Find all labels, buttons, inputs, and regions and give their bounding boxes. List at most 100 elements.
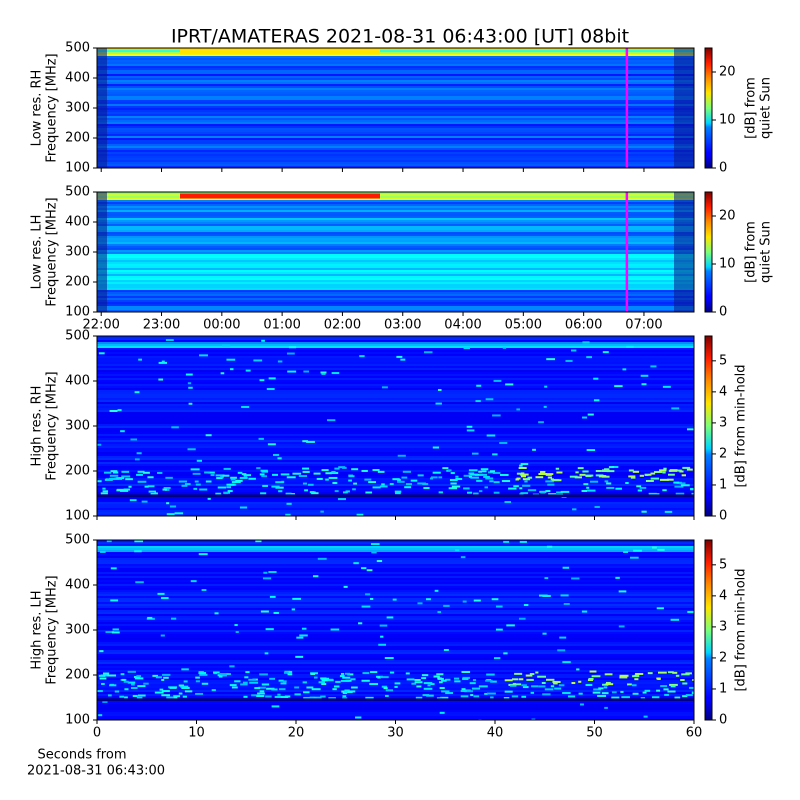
- speck: [132, 694, 138, 697]
- speck: [531, 685, 539, 688]
- speck: [199, 354, 208, 357]
- speck: [426, 694, 434, 697]
- heatmap-row: [97, 468, 694, 470]
- heatmap-row: [97, 286, 694, 288]
- speck: [344, 689, 350, 692]
- speck: [463, 347, 470, 350]
- heatmap-row: [97, 276, 694, 278]
- speck: [421, 677, 427, 680]
- heatmap-row: [97, 258, 694, 260]
- speck: [97, 480, 102, 483]
- speck: [651, 546, 657, 549]
- speck: [487, 471, 496, 474]
- heatmap-row: [97, 550, 694, 552]
- speck: [544, 473, 554, 476]
- speck: [135, 581, 144, 584]
- heatmap-row: [97, 588, 694, 590]
- speck: [183, 680, 188, 683]
- speck: [397, 480, 405, 483]
- speck: [313, 472, 321, 475]
- speck: [345, 490, 350, 493]
- speck: [441, 679, 447, 682]
- speck: [605, 683, 614, 686]
- x-tick-label: 0: [93, 726, 101, 741]
- colorbar-tick-label: 10: [719, 257, 736, 272]
- colorbar: [704, 191, 713, 313]
- heatmap-row: [97, 88, 694, 90]
- speck: [515, 683, 522, 686]
- speck: [130, 438, 138, 441]
- speck: [98, 352, 105, 355]
- heatmap-row: [97, 300, 694, 302]
- speck: [450, 472, 455, 475]
- heatmap-row: [97, 302, 694, 304]
- speck: [239, 476, 248, 479]
- speck: [478, 470, 483, 473]
- speck: [313, 575, 319, 578]
- speck: [529, 673, 535, 676]
- colorbar-tick-label: 0: [719, 713, 727, 728]
- speck: [220, 372, 225, 375]
- heatmap-row: [97, 510, 694, 512]
- heatmap-row: [97, 470, 694, 472]
- speck: [265, 628, 274, 631]
- heatmap-row: [97, 546, 694, 548]
- speck: [550, 685, 555, 688]
- speck: [205, 480, 212, 483]
- heatmap-row: [97, 272, 694, 274]
- speck: [578, 680, 582, 683]
- heatmap-row: [97, 72, 694, 74]
- heatmap-row: [97, 238, 694, 240]
- speck: [241, 473, 247, 476]
- speck: [416, 685, 422, 688]
- speck: [630, 476, 636, 479]
- speck: [303, 691, 310, 694]
- y-tick-label: 300: [65, 101, 90, 116]
- speck: [437, 388, 442, 391]
- speck: [546, 545, 553, 548]
- speck: [574, 476, 582, 479]
- speck: [599, 475, 607, 478]
- heatmap-row: [97, 266, 694, 268]
- heatmap-row: [97, 254, 694, 256]
- speck: [269, 677, 276, 680]
- heatmap-row: [97, 256, 694, 258]
- speck: [112, 471, 119, 474]
- speck: [190, 468, 200, 471]
- speck: [165, 488, 170, 491]
- speck: [679, 482, 686, 485]
- heatmap-row: [97, 376, 694, 378]
- speck: [165, 339, 174, 342]
- speck: [692, 679, 694, 682]
- speck: [576, 668, 580, 671]
- heatmap-row: [97, 640, 694, 642]
- speck: [302, 482, 307, 485]
- heatmap-row: [97, 398, 694, 400]
- speck: [621, 696, 630, 699]
- heatmap-row: [97, 142, 694, 144]
- speck: [321, 372, 326, 375]
- heatmap-row: [97, 436, 694, 438]
- speck: [127, 670, 136, 673]
- y-tick-label: 300: [65, 245, 90, 260]
- speck: [682, 466, 691, 469]
- speck: [311, 688, 321, 691]
- speck: [187, 382, 192, 385]
- y-axis-label: Low res. LH: [30, 215, 45, 290]
- speck: [321, 679, 328, 682]
- speck: [673, 481, 680, 484]
- heatmap-row: [97, 342, 694, 344]
- speck: [301, 627, 307, 630]
- y-tick-label: 100: [65, 713, 90, 728]
- speck: [302, 467, 310, 470]
- speck: [356, 513, 364, 516]
- heatmap-row: [97, 350, 694, 352]
- speck: [290, 493, 295, 496]
- speck: [679, 470, 684, 473]
- speck: [155, 676, 162, 679]
- speck: [455, 478, 463, 481]
- heatmap-row: [97, 602, 694, 604]
- speck: [443, 649, 449, 652]
- speck: [432, 471, 441, 474]
- speck: [171, 426, 179, 429]
